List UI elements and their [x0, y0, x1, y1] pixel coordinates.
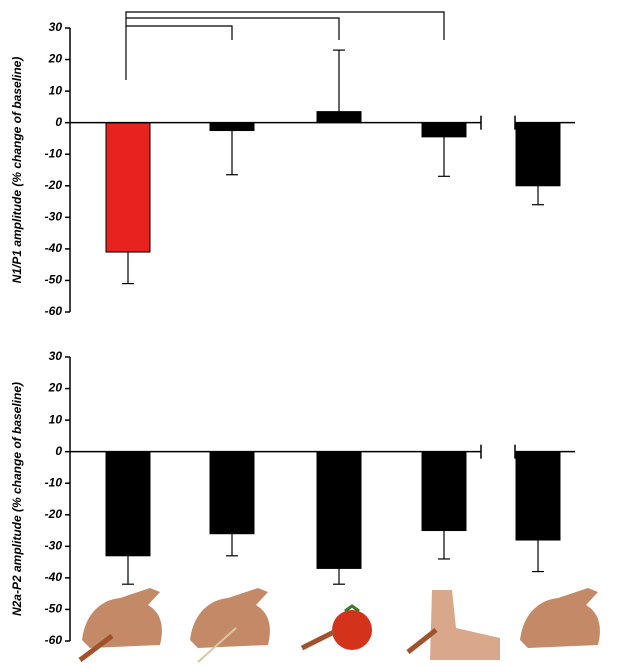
y-tick-label: 20	[48, 381, 63, 395]
y-tick-label: -50	[45, 273, 63, 287]
y-tick-label: 0	[55, 444, 62, 458]
y-tick-label: -60	[45, 633, 63, 647]
y-tick-label: -30	[45, 539, 63, 553]
y-tick-label: -10	[45, 146, 63, 160]
bar	[210, 123, 254, 131]
bar	[106, 123, 150, 252]
bar	[210, 452, 254, 534]
y-tick-label: -60	[45, 304, 63, 318]
y-tick-label: 20	[48, 52, 63, 66]
hand-picture	[190, 588, 270, 662]
stimulus-pictures	[80, 588, 600, 662]
y-tick-label: 30	[49, 20, 63, 34]
y-tick-label: 10	[49, 412, 63, 426]
y-tick-label: -10	[45, 475, 63, 489]
y-tick-label: 10	[49, 83, 63, 97]
hand-picture	[520, 588, 600, 648]
y-tick-label: -40	[45, 241, 63, 255]
bar	[422, 123, 466, 137]
y-tick-label: -40	[45, 570, 63, 584]
foot-picture	[408, 590, 500, 660]
y-tick-label: -20	[45, 507, 63, 521]
y-tick-label: -20	[45, 178, 63, 192]
bar	[317, 452, 361, 569]
bar	[422, 452, 466, 531]
bar	[106, 452, 150, 556]
tomato-picture	[302, 606, 372, 650]
bar	[516, 452, 560, 540]
y-tick-label: -30	[45, 210, 63, 224]
figure: -60 -50 -40 -30 -20 -10 0 10 20 30 N1/P1 amplitude…	[0, 0, 619, 666]
bar	[317, 112, 361, 123]
y-tick-label: 30	[49, 349, 63, 363]
y-tick-label: -50	[45, 602, 63, 616]
y-tick-label: 0	[55, 115, 62, 129]
bar	[516, 123, 560, 186]
y-axis-label: N1/P1 amplitude (% change of baseline)	[10, 57, 24, 284]
hand-picture	[80, 588, 162, 660]
significance-brackets	[126, 12, 444, 80]
y-axis-label: N2a-P2 amplitude (% change of baseline)	[10, 382, 24, 616]
